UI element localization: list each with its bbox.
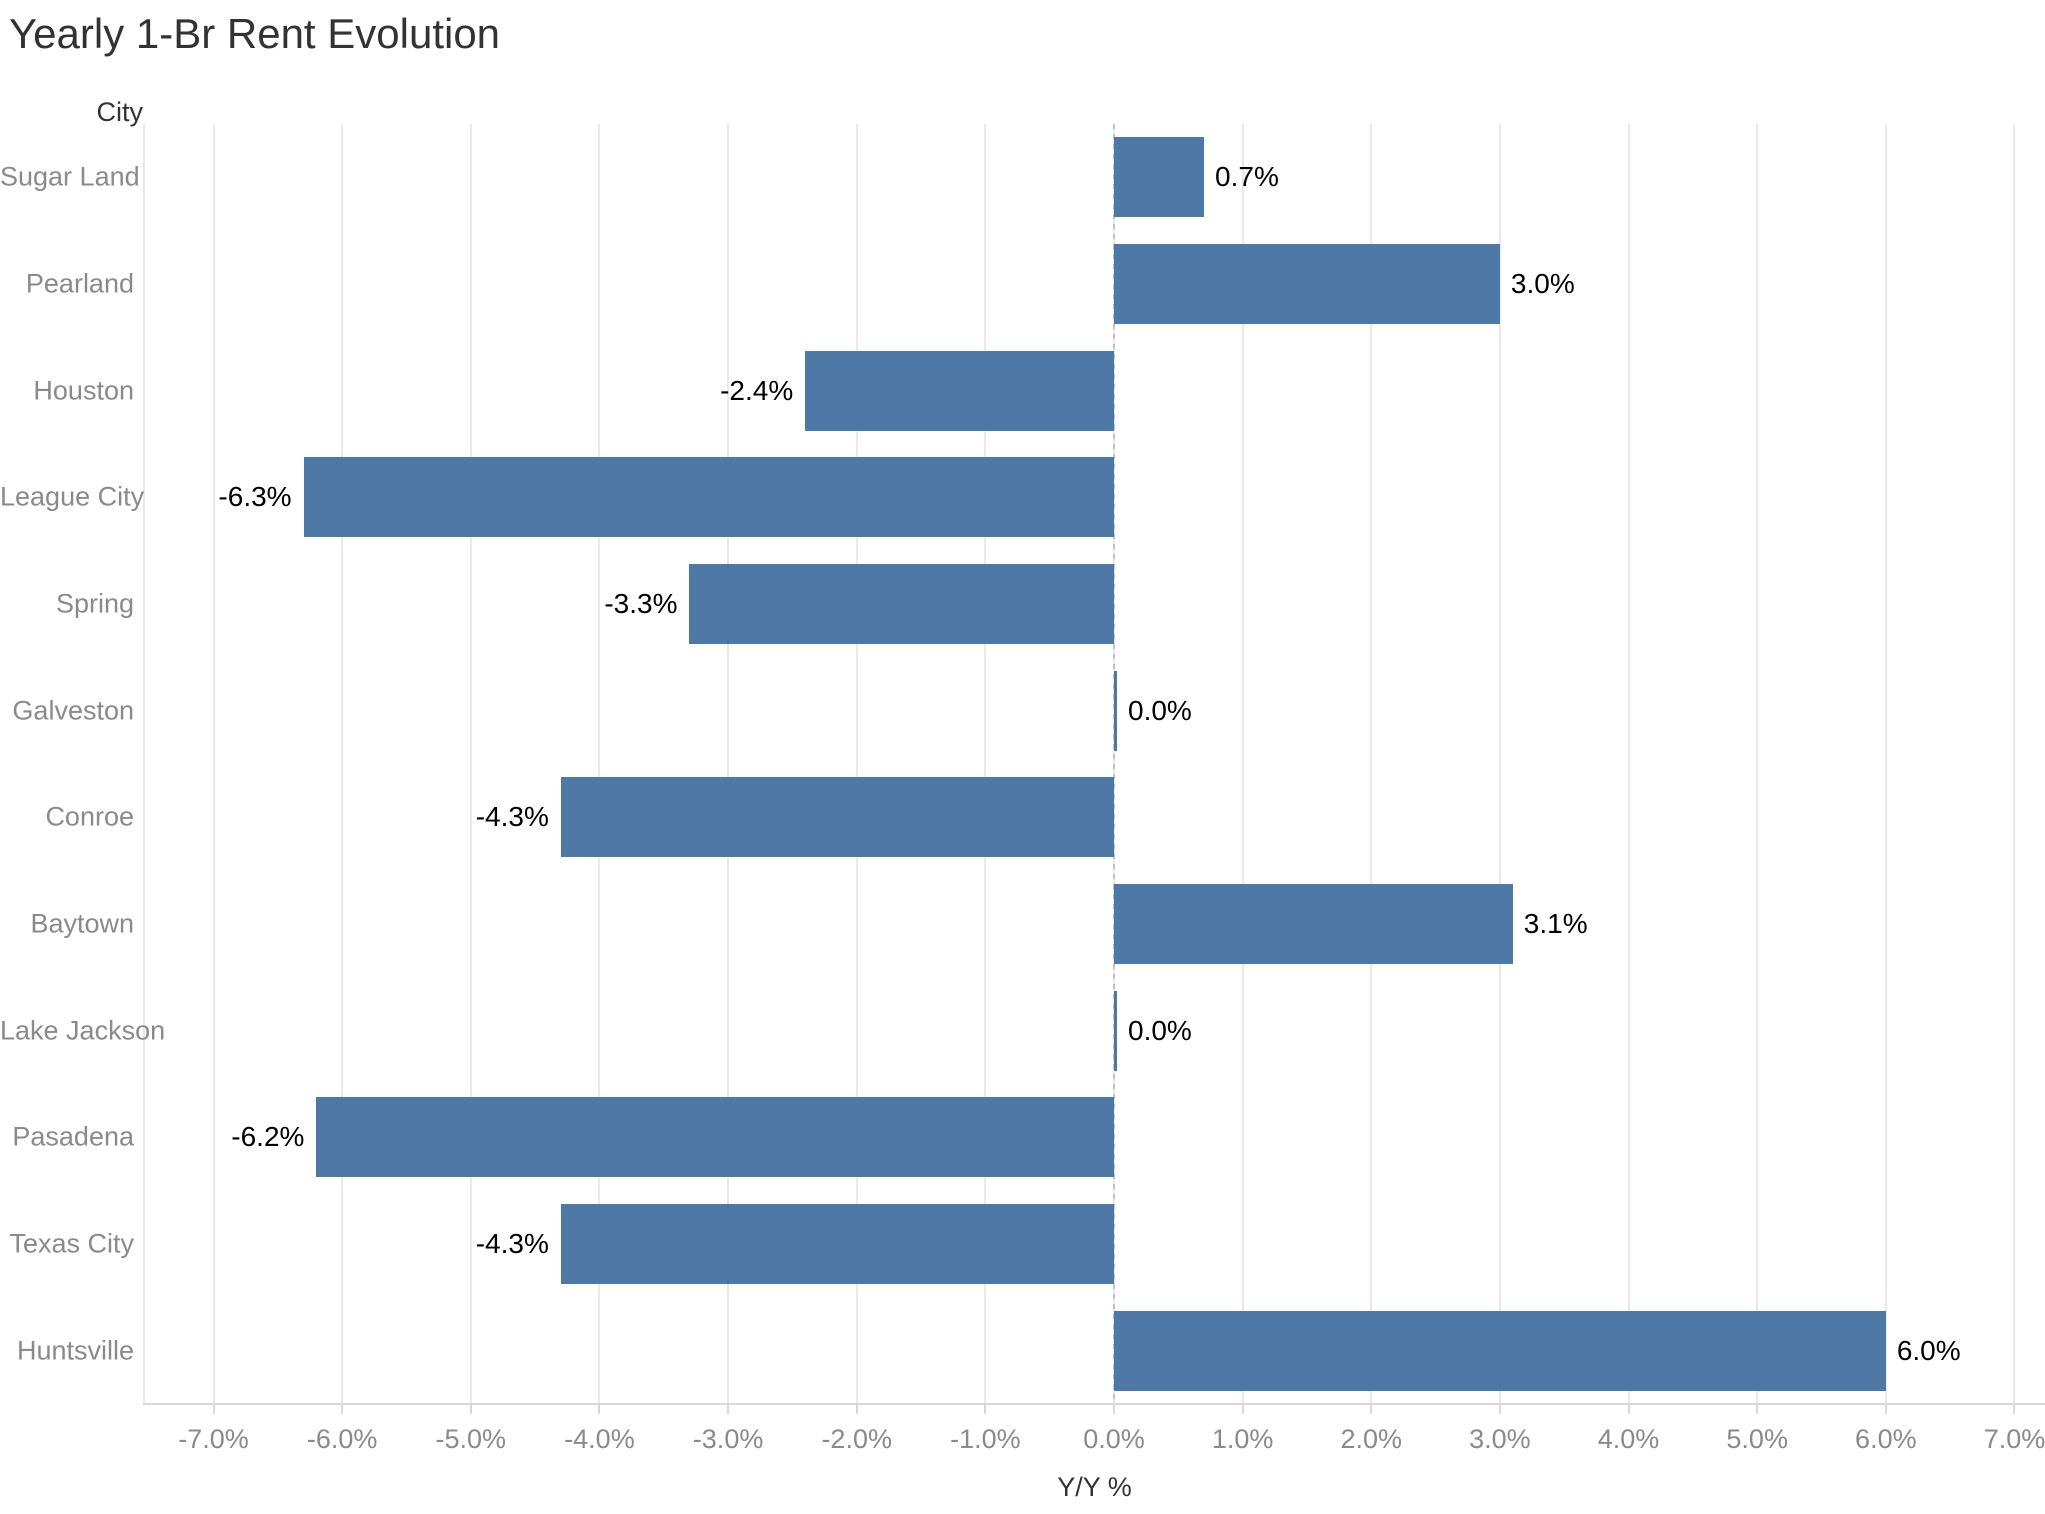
x-tick-mark [1627, 1404, 1630, 1414]
city-label: Baytown [30, 908, 134, 939]
x-gridline [1756, 124, 1759, 1404]
value-label: -4.3% [475, 801, 549, 833]
x-axis-title: Y/Y % [1057, 1472, 1132, 1502]
bar[interactable] [1114, 137, 1205, 218]
city-field-label: City [96, 97, 144, 127]
bar[interactable] [560, 777, 1114, 858]
zero-line [1113, 124, 1115, 1404]
x-axis-line [143, 1403, 2045, 1405]
x-tick-label: -4.0% [564, 1424, 635, 1454]
value-label: -2.4% [720, 374, 794, 406]
x-tick-mark [984, 1404, 987, 1414]
x-gridline [469, 124, 472, 1404]
city-label: Conroe [45, 801, 134, 832]
city-label: Spring [55, 588, 134, 619]
x-tick-label: 4.0% [1597, 1424, 1660, 1454]
x-tick-label: -7.0% [178, 1424, 249, 1454]
value-label: -4.3% [475, 1228, 549, 1259]
x-gridline [1498, 124, 1501, 1404]
x-tick-label: 7.0% [1983, 1424, 2045, 1454]
city-label: Houston [33, 375, 134, 406]
value-label: -6.2% [231, 1121, 305, 1153]
bar[interactable] [1114, 670, 1117, 751]
x-tick-label: 1.0% [1211, 1424, 1274, 1454]
x-tick-mark [2013, 1404, 2016, 1414]
x-gridline [1370, 124, 1373, 1404]
x-gridline [855, 124, 858, 1404]
x-tick-mark [598, 1404, 601, 1414]
city-label: Galveston [12, 695, 134, 726]
value-label: 3.1% [1523, 908, 1588, 939]
x-gridline [727, 124, 730, 1404]
x-tick-mark [1241, 1404, 1244, 1414]
city-label: Pearland [25, 268, 134, 299]
bar[interactable] [805, 350, 1114, 431]
x-tick-mark [855, 1404, 858, 1414]
bar[interactable] [1114, 1310, 1886, 1391]
bar[interactable] [1114, 884, 1513, 964]
city-label: League City [0, 481, 145, 512]
value-label: 0.7% [1215, 161, 1279, 193]
x-gridline [1884, 124, 1887, 1404]
bar[interactable] [1114, 244, 1500, 324]
value-label: 6.0% [1896, 1334, 1961, 1366]
x-tick-label: 0.0% [1083, 1424, 1145, 1454]
x-tick-mark [469, 1404, 472, 1414]
x-tick-label: -2.0% [821, 1424, 892, 1454]
city-label: Texas City [9, 1228, 134, 1259]
x-tick-label: 6.0% [1855, 1424, 1917, 1454]
x-tick-mark [341, 1404, 344, 1414]
value-label: -3.3% [604, 588, 678, 619]
x-gridline [212, 124, 215, 1404]
x-tick-mark [1370, 1404, 1373, 1414]
x-gridline [1627, 124, 1630, 1404]
x-gridline [341, 124, 344, 1404]
bar[interactable] [303, 457, 1114, 538]
value-label: -6.3% [218, 481, 292, 513]
value-label: 0.0% [1128, 1014, 1192, 1046]
x-tick-label: -6.0% [306, 1424, 378, 1454]
x-tick-label: -1.0% [950, 1424, 1021, 1454]
bar[interactable] [316, 1097, 1114, 1178]
bar[interactable] [1114, 990, 1117, 1071]
x-tick-label: 5.0% [1726, 1424, 1788, 1454]
value-label: 0.0% [1128, 694, 1192, 726]
chart-title: Yearly 1-Br Rent Evolution [9, 10, 501, 57]
x-tick-label: -3.0% [692, 1424, 764, 1454]
x-gridline [984, 124, 987, 1404]
x-gridline [598, 124, 601, 1404]
value-label: 3.0% [1510, 268, 1575, 299]
city-label: Sugar Land [0, 161, 140, 192]
city-label: Lake Jackson [0, 1015, 166, 1046]
x-gridline [2013, 124, 2016, 1404]
x-tick-label: 2.0% [1340, 1424, 1403, 1454]
x-tick-mark [1884, 1404, 1887, 1414]
bar[interactable] [560, 1204, 1114, 1284]
x-tick-mark [727, 1404, 730, 1414]
x-tick-label: -5.0% [435, 1424, 507, 1454]
city-label: Pasadena [12, 1121, 134, 1152]
city-label: Huntsville [16, 1335, 134, 1366]
bar[interactable] [689, 564, 1114, 644]
x-tick-mark [212, 1404, 215, 1414]
x-gridline [1241, 124, 1244, 1404]
x-tick-mark [1498, 1404, 1501, 1414]
x-tick-mark [1756, 1404, 1759, 1414]
x-tick-label: 3.0% [1469, 1424, 1531, 1454]
x-tick-mark [1113, 1404, 1115, 1414]
pane-left-border [143, 124, 145, 1404]
